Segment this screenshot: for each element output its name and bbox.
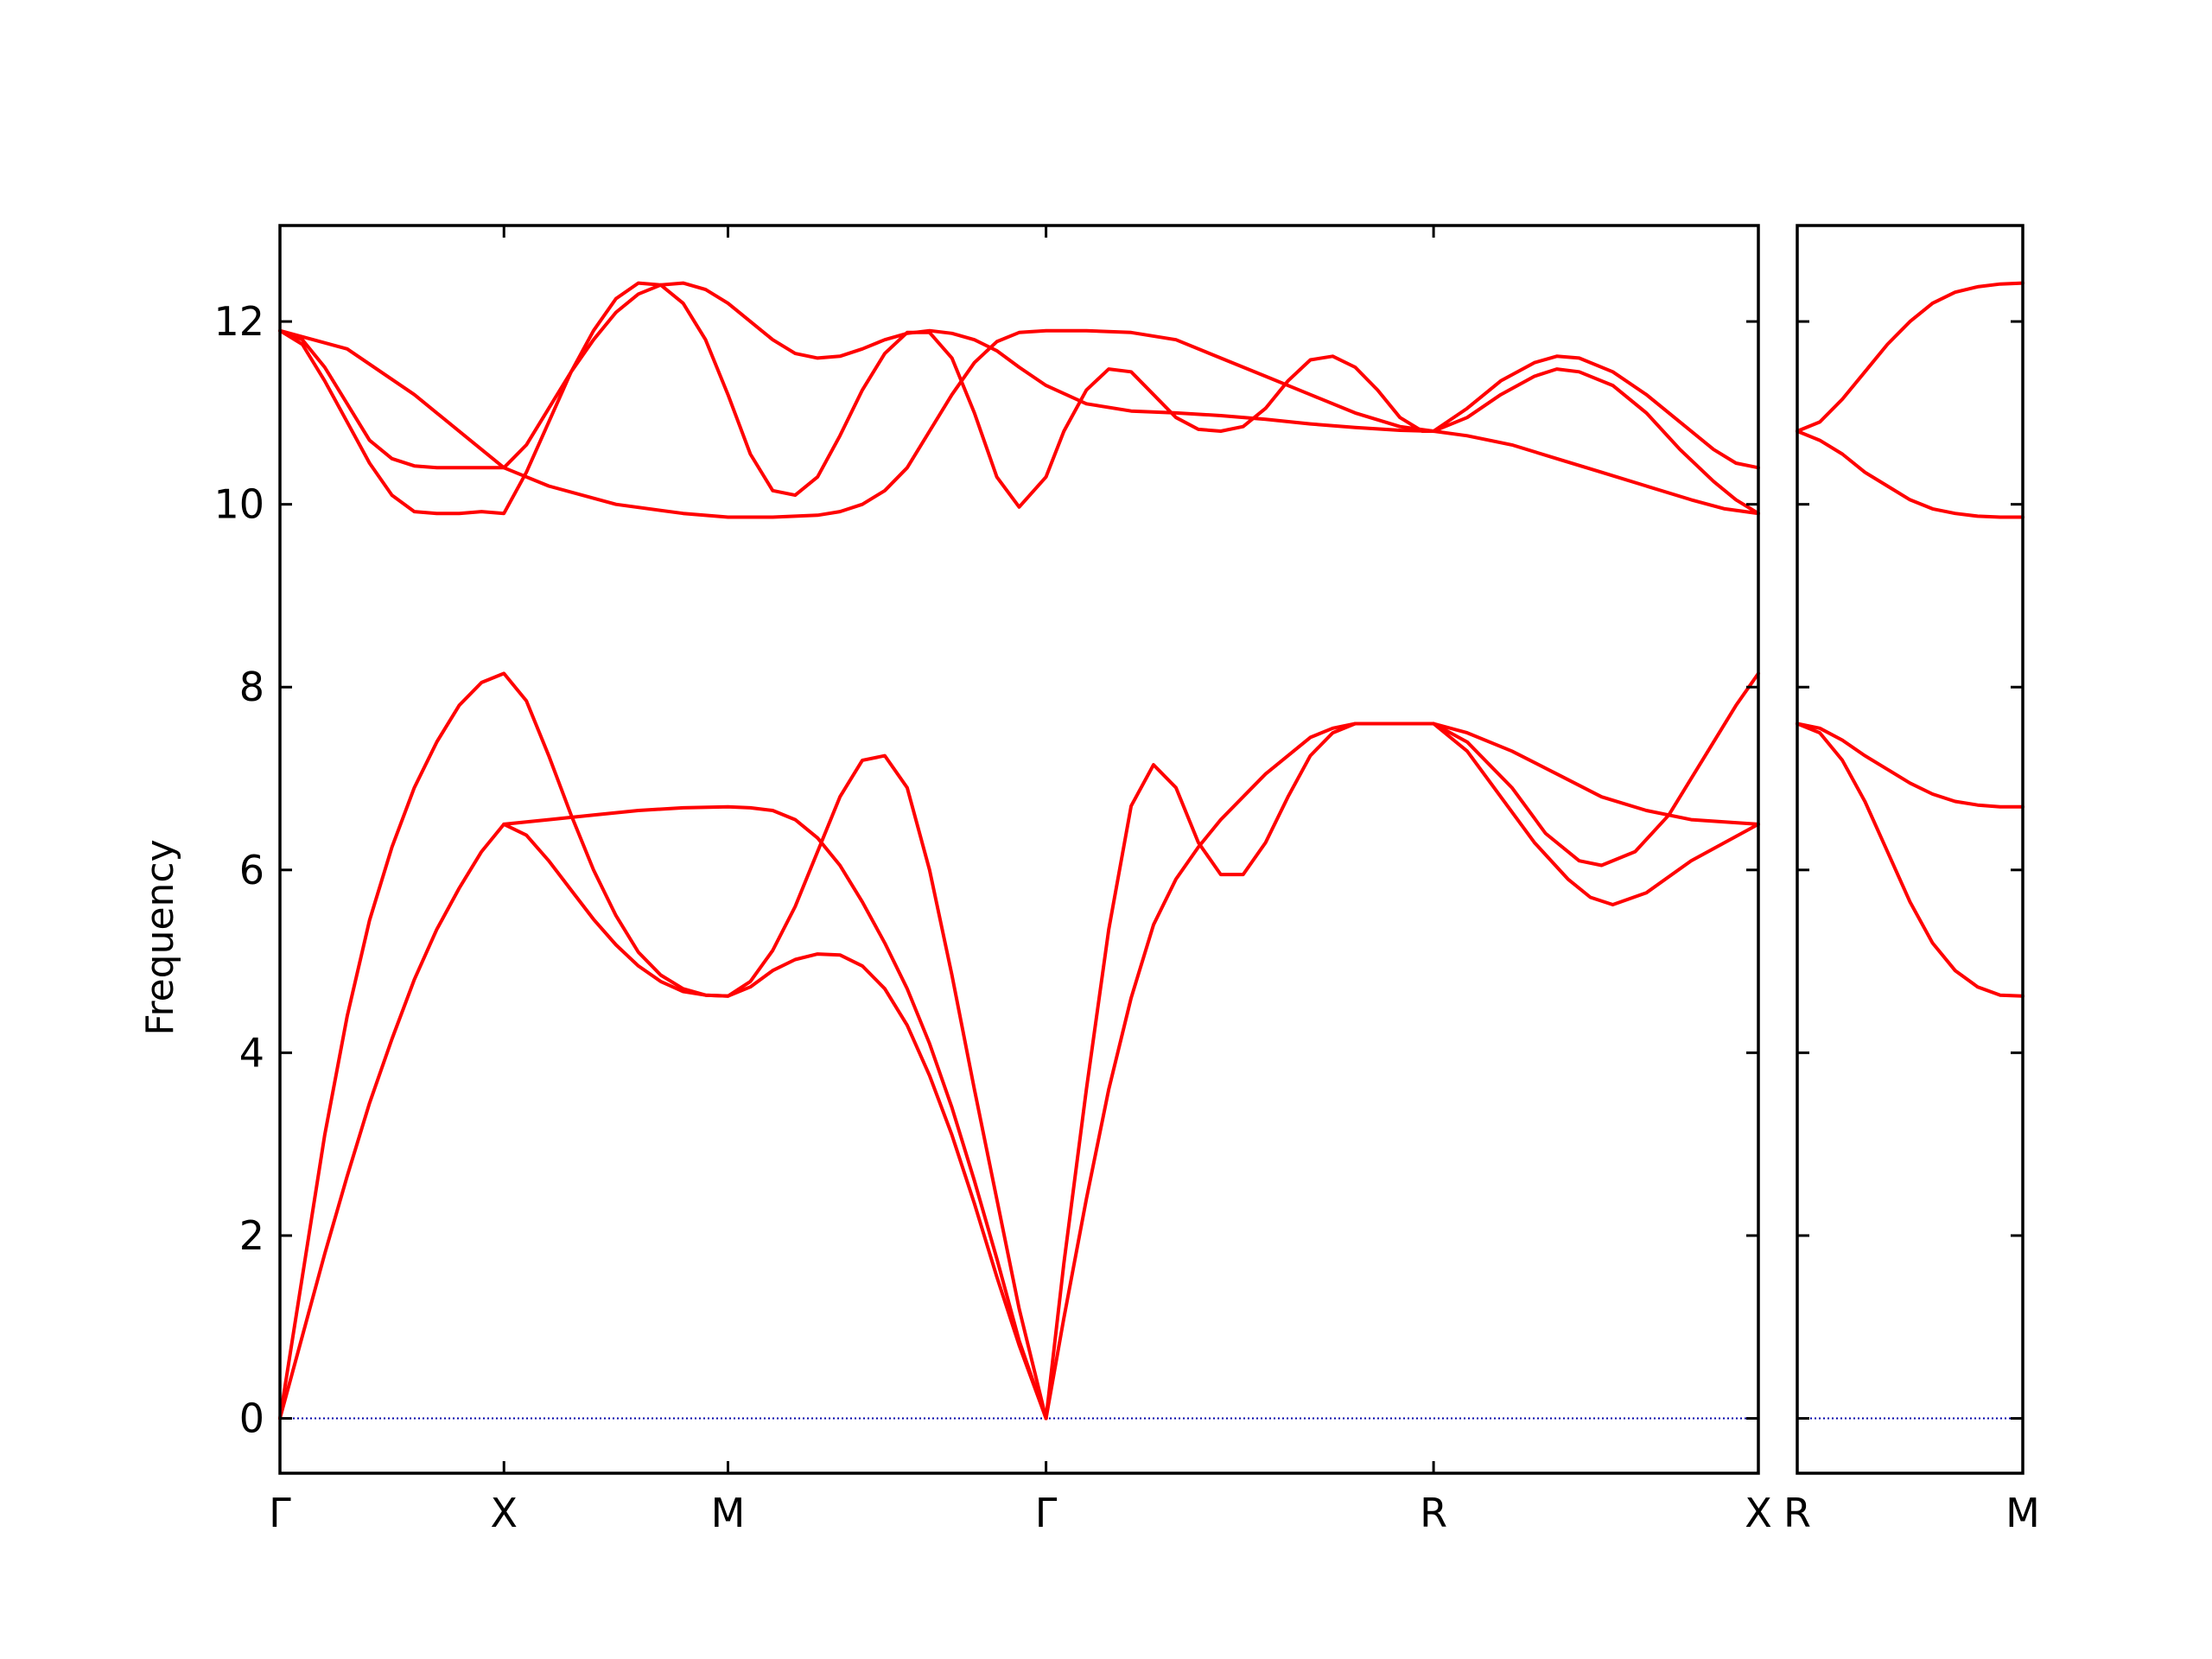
band-line-side-1 [1796,721,2024,998]
x-tick-label: X [1745,1490,1772,1536]
x-tick-label: R [1783,1490,1811,1536]
y-tick-label: 0 [239,1395,264,1442]
band-line-side-4 [1796,281,2024,433]
band-line-main-3 [502,804,1048,1421]
y-tick-label: 6 [239,847,264,893]
band-line-main-7 [278,281,1436,470]
x-tick-label: Γ [269,1490,291,1536]
main-band-panel: 0 2 4 6 8 10 12 Γ X M Γ R X [213,224,1772,1536]
band-line-side-2 [1796,721,2024,809]
band-line-main-11 [1432,354,1760,470]
band-line-main-6 [1432,671,1760,868]
band-line-main-2 [278,753,1048,1421]
y-axis-label: Frequency [138,839,182,1035]
x-tick-label: M [711,1490,746,1536]
x-tick-label: R [1420,1490,1447,1536]
x-tick-label: M [2005,1490,2040,1536]
band-line-main-1 [278,671,1048,1421]
y-tick-label: 4 [239,1029,264,1076]
band-line-main-8 [278,281,1436,516]
x-tick-label: X [490,1490,518,1536]
band-line-main-4 [1044,721,1760,1421]
y-tick-label: 10 [213,481,264,528]
plot-frame [1796,224,2024,1475]
band-line-main-12 [1432,429,1760,516]
band-line-main-5 [1044,721,1760,1421]
y-tick-label: 12 [213,298,264,345]
y-tick-label: 2 [239,1212,264,1259]
band-line-main-9 [278,328,1436,519]
band-line-side-3 [1796,429,2024,519]
plot-frame [278,224,1760,1475]
y-tick-label: 8 [239,664,264,710]
band-line-main-10 [1432,367,1760,516]
x-tick-label: Γ [1035,1490,1058,1536]
